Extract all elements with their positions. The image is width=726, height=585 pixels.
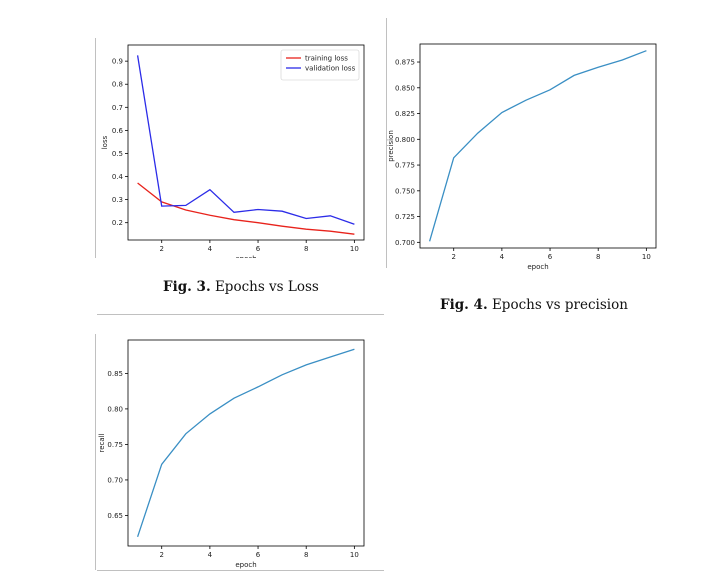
x-tick-label: 8	[304, 551, 308, 559]
y-axis-label: recall	[98, 433, 106, 452]
y-tick-label: 0.9	[112, 58, 123, 66]
figure-precision-caption: Fig. 4. Epochs vs precision	[440, 297, 628, 313]
loss-chart: 2 4 6 8 10 0.2 0.3 0.4 0.5 0.6 0.7 0.8 0.9 epoch loss t…	[101, 44, 365, 263]
x-tick-label: 8	[304, 245, 308, 253]
plot-frame	[127, 44, 365, 241]
y-tick-label: 0.80	[107, 405, 123, 413]
legend-label: training loss	[305, 55, 348, 63]
divider-horizontal-middle	[97, 314, 384, 315]
x-axis-label: epoch	[235, 561, 256, 569]
x-tick-label: 2	[159, 245, 163, 253]
y-tick-label: 0.725	[395, 213, 415, 221]
y-axis-label: precision	[387, 130, 395, 162]
y-tick-label: 0.6	[112, 127, 124, 135]
x-tick-label: 6	[548, 253, 553, 261]
x-tick-label: 4	[208, 551, 213, 559]
divider-vertical-left-top	[95, 38, 96, 258]
y-tick-label: 0.70	[107, 476, 123, 484]
y-tick-label: 0.4	[112, 173, 124, 181]
y-tick-label: 0.775	[395, 162, 415, 170]
x-tick-label: 2	[451, 253, 455, 261]
y-tick-label: 0.75	[107, 441, 123, 449]
y-tick-label: 0.825	[395, 110, 415, 118]
x-tick-label: 10	[642, 253, 651, 261]
x-axis-label: epoch	[235, 255, 256, 258]
plot-frame	[419, 43, 657, 249]
x-tick-label: 4	[500, 253, 505, 261]
legend-label: validation loss	[305, 65, 356, 73]
figure-loss: 2 4 6 8 10 0.2 0.3 0.4 0.5 0.6 0.7 0.8 0.9 epoch loss t…	[98, 38, 373, 263]
precision-chart: 2 4 6 8 10 0.700 0.725 0.750 0.775 0.800 0.825 0.85…	[387, 43, 657, 271]
series-line-0	[136, 348, 355, 538]
y-tick-label: 0.2	[112, 219, 123, 227]
series-line-training-loss	[137, 182, 355, 235]
plot-frame	[127, 339, 365, 547]
y-tick-label: 0.750	[395, 187, 415, 195]
y-tick-label: 0.3	[112, 196, 123, 204]
divider-horizontal-bottom	[97, 570, 384, 571]
y-tick-label: 0.875	[395, 59, 415, 67]
y-tick-label: 0.8	[112, 81, 123, 89]
y-tick-label: 0.85	[107, 370, 123, 378]
figure-recall: 2 4 6 8 10 0.65 0.70 0.75 0.80 0.85 epoch recall	[96, 334, 371, 574]
x-axis-label: epoch	[527, 263, 548, 271]
y-tick-label: 0.700	[395, 239, 415, 247]
figure-loss-caption-text: Epochs vs Loss	[214, 279, 319, 295]
x-tick-label: 10	[350, 245, 359, 253]
figure-loss-caption-label: Fig. 3.	[163, 279, 211, 295]
y-tick-label: 0.65	[107, 512, 123, 520]
x-tick-label: 4	[208, 245, 213, 253]
series-line-validation-loss	[136, 55, 355, 225]
y-tick-label: 0.5	[112, 150, 123, 158]
x-tick-label: 2	[159, 551, 163, 559]
figure-precision: 2 4 6 8 10 0.700 0.725 0.750 0.775 0.800 0.825 0.85…	[386, 38, 661, 282]
y-tick-label: 0.7	[112, 104, 123, 112]
figure-loss-caption: Fig. 3. Epochs vs Loss	[163, 279, 319, 295]
figure-precision-caption-label: Fig. 4.	[440, 297, 488, 313]
y-axis-label: loss	[101, 135, 109, 149]
x-tick-label: 8	[596, 253, 600, 261]
recall-chart: 2 4 6 8 10 0.65 0.70 0.75 0.80 0.85 epoch recall	[98, 339, 365, 569]
x-tick-label: 6	[256, 551, 261, 559]
y-tick-label: 0.850	[395, 84, 415, 92]
divider-vertical-center	[386, 18, 387, 268]
x-tick-label: 6	[256, 245, 261, 253]
divider-vertical-left-bottom	[95, 334, 96, 570]
y-tick-label: 0.800	[395, 136, 415, 144]
series-line-0	[428, 50, 647, 242]
figure-precision-caption-text: Epochs vs precision	[491, 297, 628, 313]
x-tick-label: 10	[350, 551, 359, 559]
